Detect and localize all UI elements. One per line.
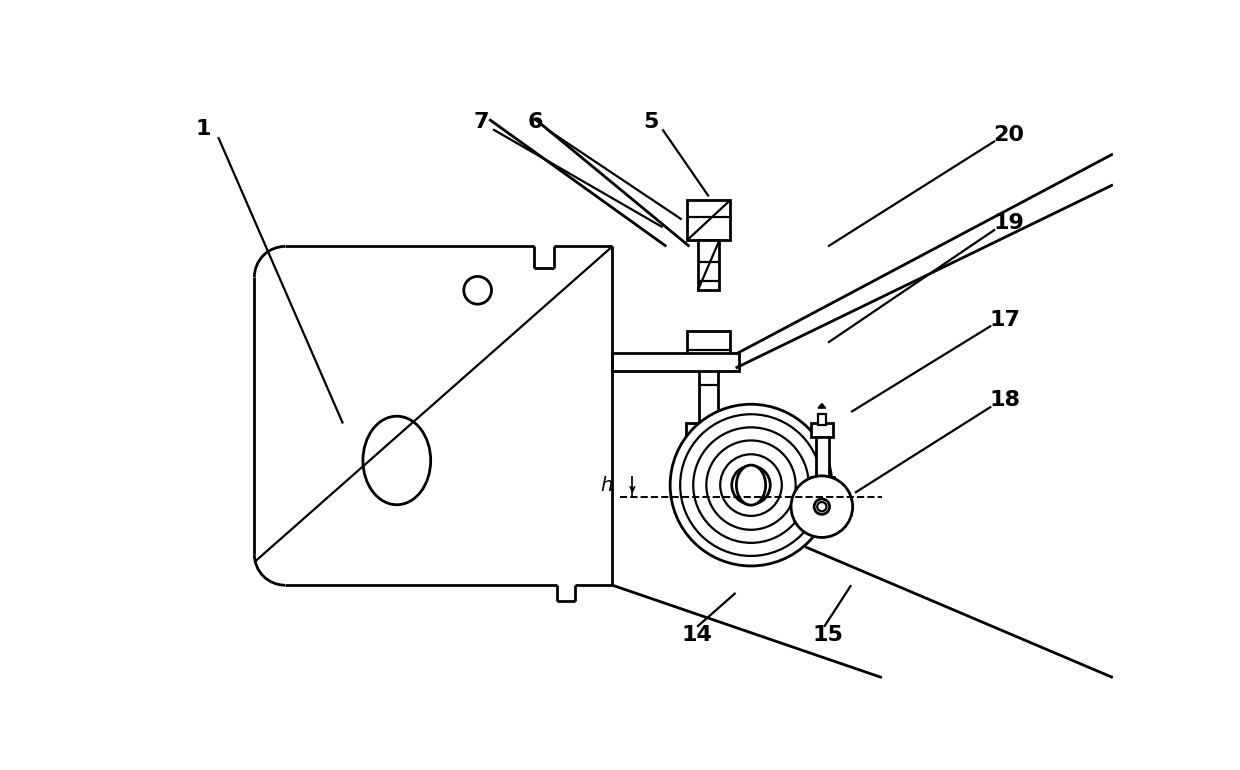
Circle shape <box>707 440 796 530</box>
Ellipse shape <box>363 416 430 505</box>
Circle shape <box>815 499 830 514</box>
Bar <box>818 414 826 425</box>
Circle shape <box>693 427 808 543</box>
Bar <box>687 331 730 368</box>
Circle shape <box>817 502 826 511</box>
Text: $h$: $h$ <box>600 476 613 494</box>
Circle shape <box>681 414 822 556</box>
Circle shape <box>720 454 781 516</box>
Text: 14: 14 <box>682 625 713 645</box>
Bar <box>687 200 730 240</box>
Circle shape <box>670 404 832 566</box>
Text: 5: 5 <box>644 112 658 132</box>
Text: 20: 20 <box>993 125 1024 145</box>
Bar <box>816 437 828 477</box>
Text: 1: 1 <box>195 119 211 139</box>
Bar <box>613 353 739 371</box>
Bar <box>699 368 718 424</box>
Polygon shape <box>818 403 826 408</box>
Ellipse shape <box>737 465 765 505</box>
Bar <box>686 424 732 440</box>
Text: 19: 19 <box>993 213 1024 233</box>
Bar <box>811 477 835 488</box>
Bar <box>698 240 719 290</box>
Text: 6: 6 <box>528 112 543 132</box>
Text: 17: 17 <box>990 310 1021 330</box>
Text: 18: 18 <box>990 390 1021 410</box>
Circle shape <box>791 476 853 537</box>
Text: 7: 7 <box>474 112 490 132</box>
Circle shape <box>732 466 770 504</box>
Circle shape <box>464 276 491 304</box>
Bar <box>701 440 717 473</box>
Bar <box>811 424 832 437</box>
Text: 15: 15 <box>812 625 843 645</box>
